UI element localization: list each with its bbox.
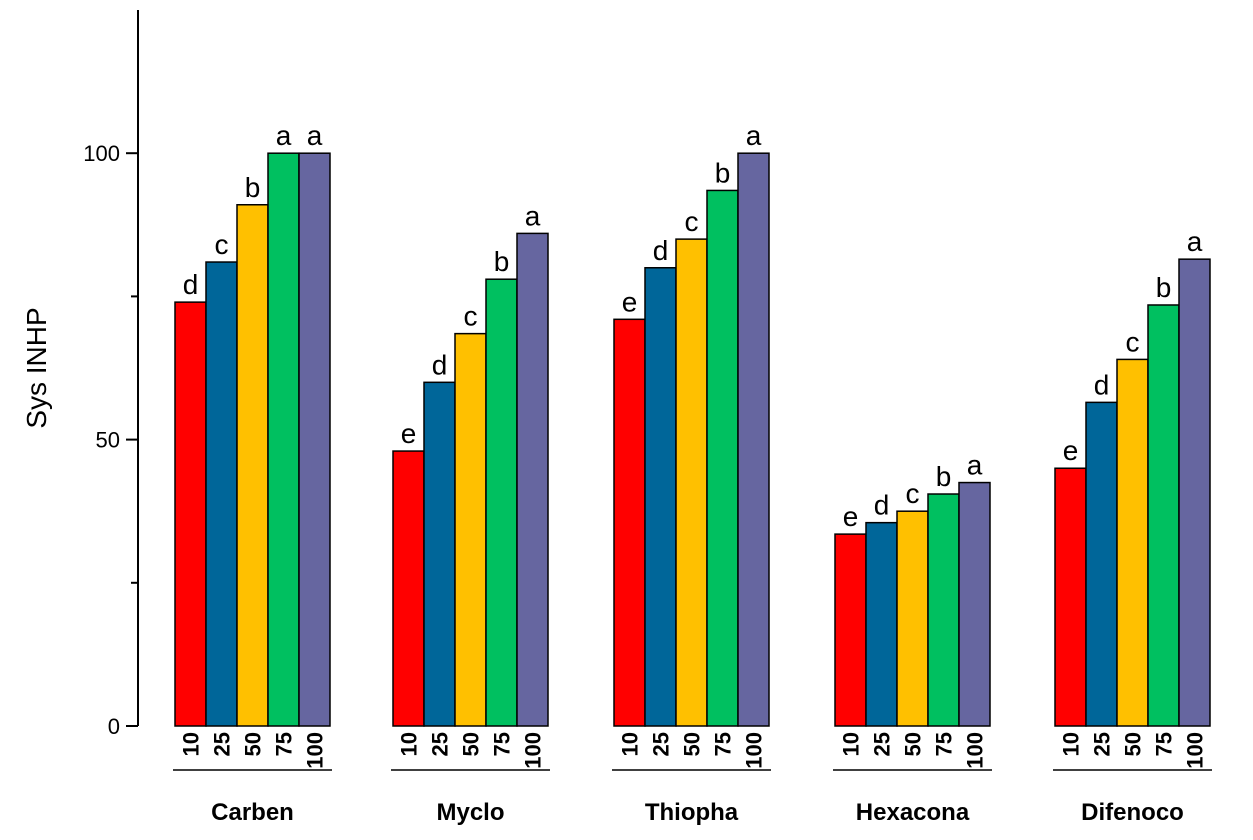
dose-tick-label: 100 xyxy=(1183,732,1208,769)
dose-tick-label: 10 xyxy=(397,732,422,756)
data-label: e xyxy=(843,501,859,532)
bar-myclo-50 xyxy=(454,332,487,727)
data-label: d xyxy=(653,235,669,266)
dose-tick-label: 75 xyxy=(1152,732,1177,756)
dose-tick-label: 50 xyxy=(1121,732,1146,756)
bar-carben-100 xyxy=(298,152,331,727)
data-label: d xyxy=(1094,369,1110,400)
labels: d 10 c 25 b 50 a 75 a 100 Carben e 10 d 25 c 50 b 75 a 100 My… xyxy=(173,120,1212,826)
bar-thiopha-75 xyxy=(706,189,739,727)
data-label: a xyxy=(307,120,323,151)
bar-difenoco-50 xyxy=(1116,358,1149,727)
data-label: e xyxy=(1063,435,1079,466)
bar-difenoco-25 xyxy=(1085,401,1118,727)
dose-tick-label: 10 xyxy=(179,732,204,756)
data-label: c xyxy=(906,478,920,509)
bar-carben-25 xyxy=(205,261,238,727)
bar-thiopha-10 xyxy=(613,318,646,727)
dose-tick-label: 10 xyxy=(1059,732,1084,756)
bar-thiopha-100 xyxy=(737,152,770,727)
dose-tick-label: 25 xyxy=(649,732,674,756)
dose-tick-label: 25 xyxy=(1090,732,1115,756)
dose-tick-label: 50 xyxy=(241,732,266,756)
data-label: c xyxy=(215,229,229,260)
data-label: d xyxy=(432,349,448,380)
bar-hexacona-100 xyxy=(958,481,991,727)
dose-tick-label: 50 xyxy=(459,732,484,756)
category-label: Carben xyxy=(211,799,294,826)
dose-tick-label: 10 xyxy=(839,732,864,756)
dose-tick-label: 25 xyxy=(428,732,453,756)
dose-tick-label: 75 xyxy=(932,732,957,756)
data-label: e xyxy=(401,418,417,449)
dose-tick-label: 25 xyxy=(870,732,895,756)
bar-carben-50 xyxy=(236,204,269,727)
bar-thiopha-25 xyxy=(644,267,677,727)
bar-difenoco-10 xyxy=(1054,467,1087,727)
dose-tick-label: 75 xyxy=(711,732,736,756)
bar-myclo-100 xyxy=(516,232,549,727)
y-tick-label: 50 xyxy=(96,428,120,453)
dose-tick-label: 75 xyxy=(490,732,515,756)
data-label: a xyxy=(276,120,292,151)
y-axis-label: Sys INHP xyxy=(21,307,52,428)
data-label: c xyxy=(1126,326,1140,357)
category-label: Difenoco xyxy=(1081,799,1184,826)
bar-hexacona-50 xyxy=(896,510,929,727)
bar-myclo-10 xyxy=(392,450,425,727)
dose-tick-label: 100 xyxy=(303,732,328,769)
bars xyxy=(174,152,1211,727)
dose-tick-label: 10 xyxy=(618,732,643,756)
bar-carben-10 xyxy=(174,301,207,727)
bar-thiopha-50 xyxy=(675,238,708,727)
data-label: e xyxy=(622,286,638,317)
bar-difenoco-100 xyxy=(1178,258,1211,727)
bar-carben-75 xyxy=(267,152,300,727)
dose-tick-label: 25 xyxy=(210,732,235,756)
bar-hexacona-75 xyxy=(927,493,960,727)
category-label: Hexacona xyxy=(856,799,970,826)
axes: 0 50 100 Sys INHP xyxy=(21,10,139,739)
y-tick-label: 100 xyxy=(83,141,120,166)
bar-myclo-75 xyxy=(485,278,518,727)
category-label: Thiopha xyxy=(645,799,739,826)
dose-tick-label: 75 xyxy=(272,732,297,756)
bar-hexacona-25 xyxy=(865,521,898,727)
bar-hexacona-10 xyxy=(834,533,867,727)
data-label: b xyxy=(936,461,952,492)
y-tick-label: 0 xyxy=(108,714,120,739)
data-label: a xyxy=(525,200,541,231)
dose-tick-label: 100 xyxy=(521,732,546,769)
dose-tick-label: 50 xyxy=(901,732,926,756)
data-label: b xyxy=(245,172,261,203)
dose-tick-label: 100 xyxy=(742,732,767,769)
data-label: b xyxy=(715,157,731,188)
data-label: a xyxy=(1187,226,1203,257)
data-label: b xyxy=(494,246,510,277)
data-label: d xyxy=(183,269,199,300)
data-label: c xyxy=(685,206,699,237)
bar-difenoco-75 xyxy=(1147,304,1180,727)
bar-myclo-25 xyxy=(423,381,456,727)
data-label: c xyxy=(464,301,478,332)
data-label: a xyxy=(746,120,762,151)
dose-tick-label: 50 xyxy=(680,732,705,756)
category-label: Myclo xyxy=(436,799,504,826)
dose-tick-label: 100 xyxy=(963,732,988,769)
data-label: d xyxy=(874,490,890,521)
data-label: a xyxy=(967,450,983,481)
data-label: b xyxy=(1156,272,1172,303)
